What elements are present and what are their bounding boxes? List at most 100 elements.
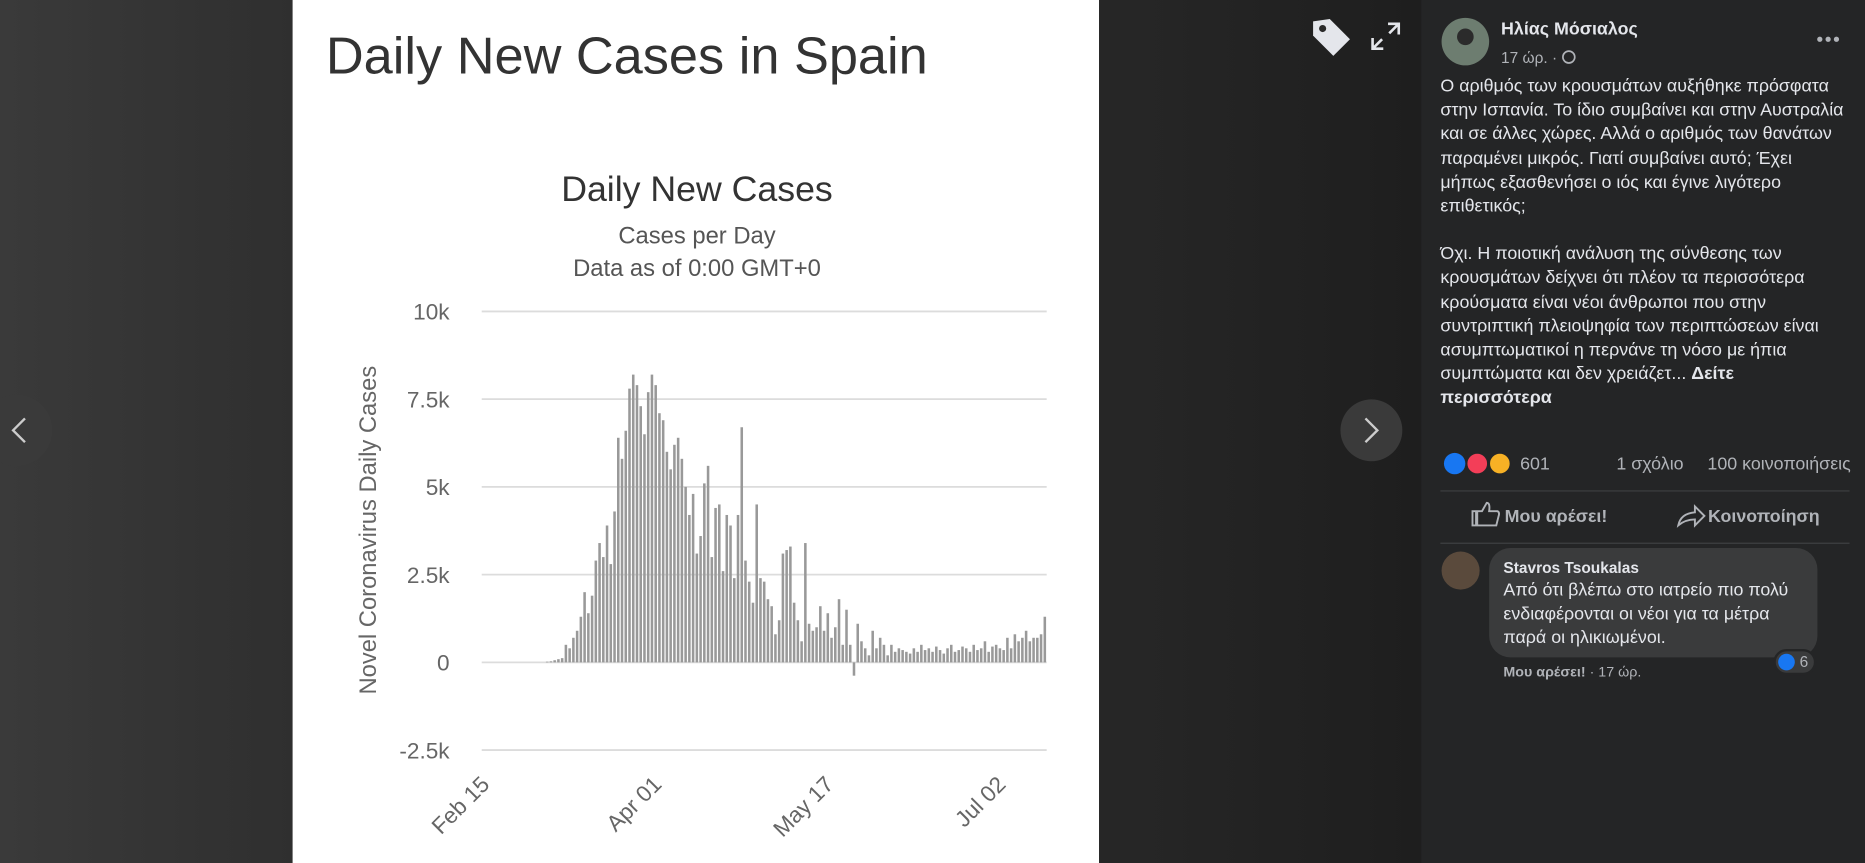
bar	[684, 486, 687, 663]
bar	[635, 385, 639, 663]
bar	[830, 637, 833, 663]
bar	[905, 651, 908, 663]
bar	[1028, 641, 1032, 663]
prev-icon	[11, 417, 26, 444]
share-count[interactable]: 100 κοινοποιήσεις	[1707, 454, 1851, 475]
tag-button[interactable]	[1313, 19, 1350, 56]
bar	[871, 630, 874, 663]
bar	[1006, 637, 1009, 663]
fullscreen-button[interactable]	[1371, 22, 1401, 51]
bar	[602, 557, 605, 663]
bar	[680, 458, 684, 663]
bar	[568, 648, 571, 663]
bar	[1013, 634, 1017, 663]
commenter-avatar[interactable]	[1441, 551, 1480, 590]
bar	[938, 650, 942, 663]
chart-subtitle: Cases per Day	[618, 223, 775, 250]
bar	[631, 374, 635, 663]
love-reaction	[1465, 452, 1489, 476]
tag-hole	[1319, 24, 1327, 33]
bar	[867, 655, 871, 663]
bar	[912, 648, 916, 663]
bar	[691, 493, 695, 663]
bar	[800, 641, 803, 663]
bar	[927, 648, 931, 663]
post-panel: Ηλίας Μόσιαλος 17 ώρ. · Ο αριθμός των κρ…	[1421, 0, 1865, 863]
like-reaction	[1778, 653, 1795, 671]
post-body: Ο αριθμός των κρουσμάτων αυξήθηκε πρόσφα…	[1440, 75, 1847, 435]
photo: Daily New Cases in Spain Daily New Cases…	[0, 0, 1403, 863]
reaction-count[interactable]: 601	[1520, 454, 1550, 475]
post-time[interactable]: 17 ώρ. ·	[1501, 48, 1558, 67]
bar	[863, 648, 867, 663]
more-button[interactable]	[1817, 36, 1840, 42]
chart-heading: Daily New Cases in Spain	[326, 28, 928, 86]
y-tick-label: 7.5k	[407, 387, 450, 412]
bar	[983, 641, 987, 663]
bar	[725, 514, 729, 663]
bar	[998, 648, 1002, 663]
bar	[740, 427, 744, 663]
bar	[587, 613, 590, 663]
y-tick-label: 0	[437, 651, 450, 676]
panel-graphics	[1440, 17, 1850, 676]
paragraph: Όχι. Η ποιοτική ανάλυση της σύνθεσης των…	[1440, 243, 1847, 411]
prev-button[interactable]	[0, 394, 53, 466]
bar	[811, 630, 815, 663]
bar	[755, 504, 758, 663]
bar	[961, 646, 964, 663]
bar	[639, 406, 642, 663]
bar	[897, 648, 901, 663]
bar	[770, 606, 773, 663]
bar	[1043, 616, 1047, 663]
bar	[972, 644, 975, 663]
comment-time[interactable]: · 17 ώρ.	[1589, 663, 1642, 680]
comment-author[interactable]: Stavros Tsoukalas	[1503, 558, 1639, 577]
like-button[interactable]: Μου αρέσει!	[1504, 506, 1608, 527]
comment-like-link[interactable]: Μου αρέσει!	[1503, 663, 1586, 680]
bar	[987, 651, 990, 663]
bar	[762, 581, 766, 663]
bar	[650, 374, 654, 663]
next-icon	[1364, 417, 1380, 444]
bar	[807, 623, 811, 663]
bar	[665, 451, 669, 663]
bar	[893, 651, 897, 663]
bar	[968, 651, 972, 663]
y-tick-label: 10k	[413, 300, 450, 325]
bar	[796, 620, 800, 663]
bar	[890, 644, 893, 663]
globe-icon	[1562, 50, 1576, 64]
bar	[964, 648, 968, 663]
bar	[920, 644, 923, 663]
bar	[991, 646, 994, 663]
bar	[729, 525, 732, 663]
bar	[822, 630, 826, 663]
bar	[875, 648, 878, 663]
next-button[interactable]	[1340, 399, 1403, 462]
bar	[923, 650, 927, 663]
care-reaction	[1488, 452, 1512, 476]
bar	[949, 644, 953, 663]
bar	[1017, 641, 1020, 663]
bar	[583, 592, 586, 663]
avatar-face	[1457, 28, 1474, 46]
author-name[interactable]: Ηλίας Μόσιαλος	[1501, 19, 1638, 40]
bar	[789, 546, 792, 663]
bar	[643, 434, 646, 663]
bar	[605, 525, 609, 663]
bar	[624, 430, 628, 663]
bar	[579, 616, 583, 663]
bar	[688, 514, 691, 663]
bar	[804, 543, 807, 663]
bar	[860, 641, 863, 663]
bar	[590, 595, 594, 663]
see-more[interactable]: Δείτε περισσότερα	[1440, 364, 1734, 409]
bar	[1036, 637, 1039, 663]
bar	[553, 660, 556, 663]
comment-count[interactable]: 1 σχόλιο	[1616, 454, 1684, 475]
bar	[845, 609, 848, 663]
bar	[856, 623, 860, 663]
share-button[interactable]: Κοινοποίηση	[1707, 506, 1820, 527]
